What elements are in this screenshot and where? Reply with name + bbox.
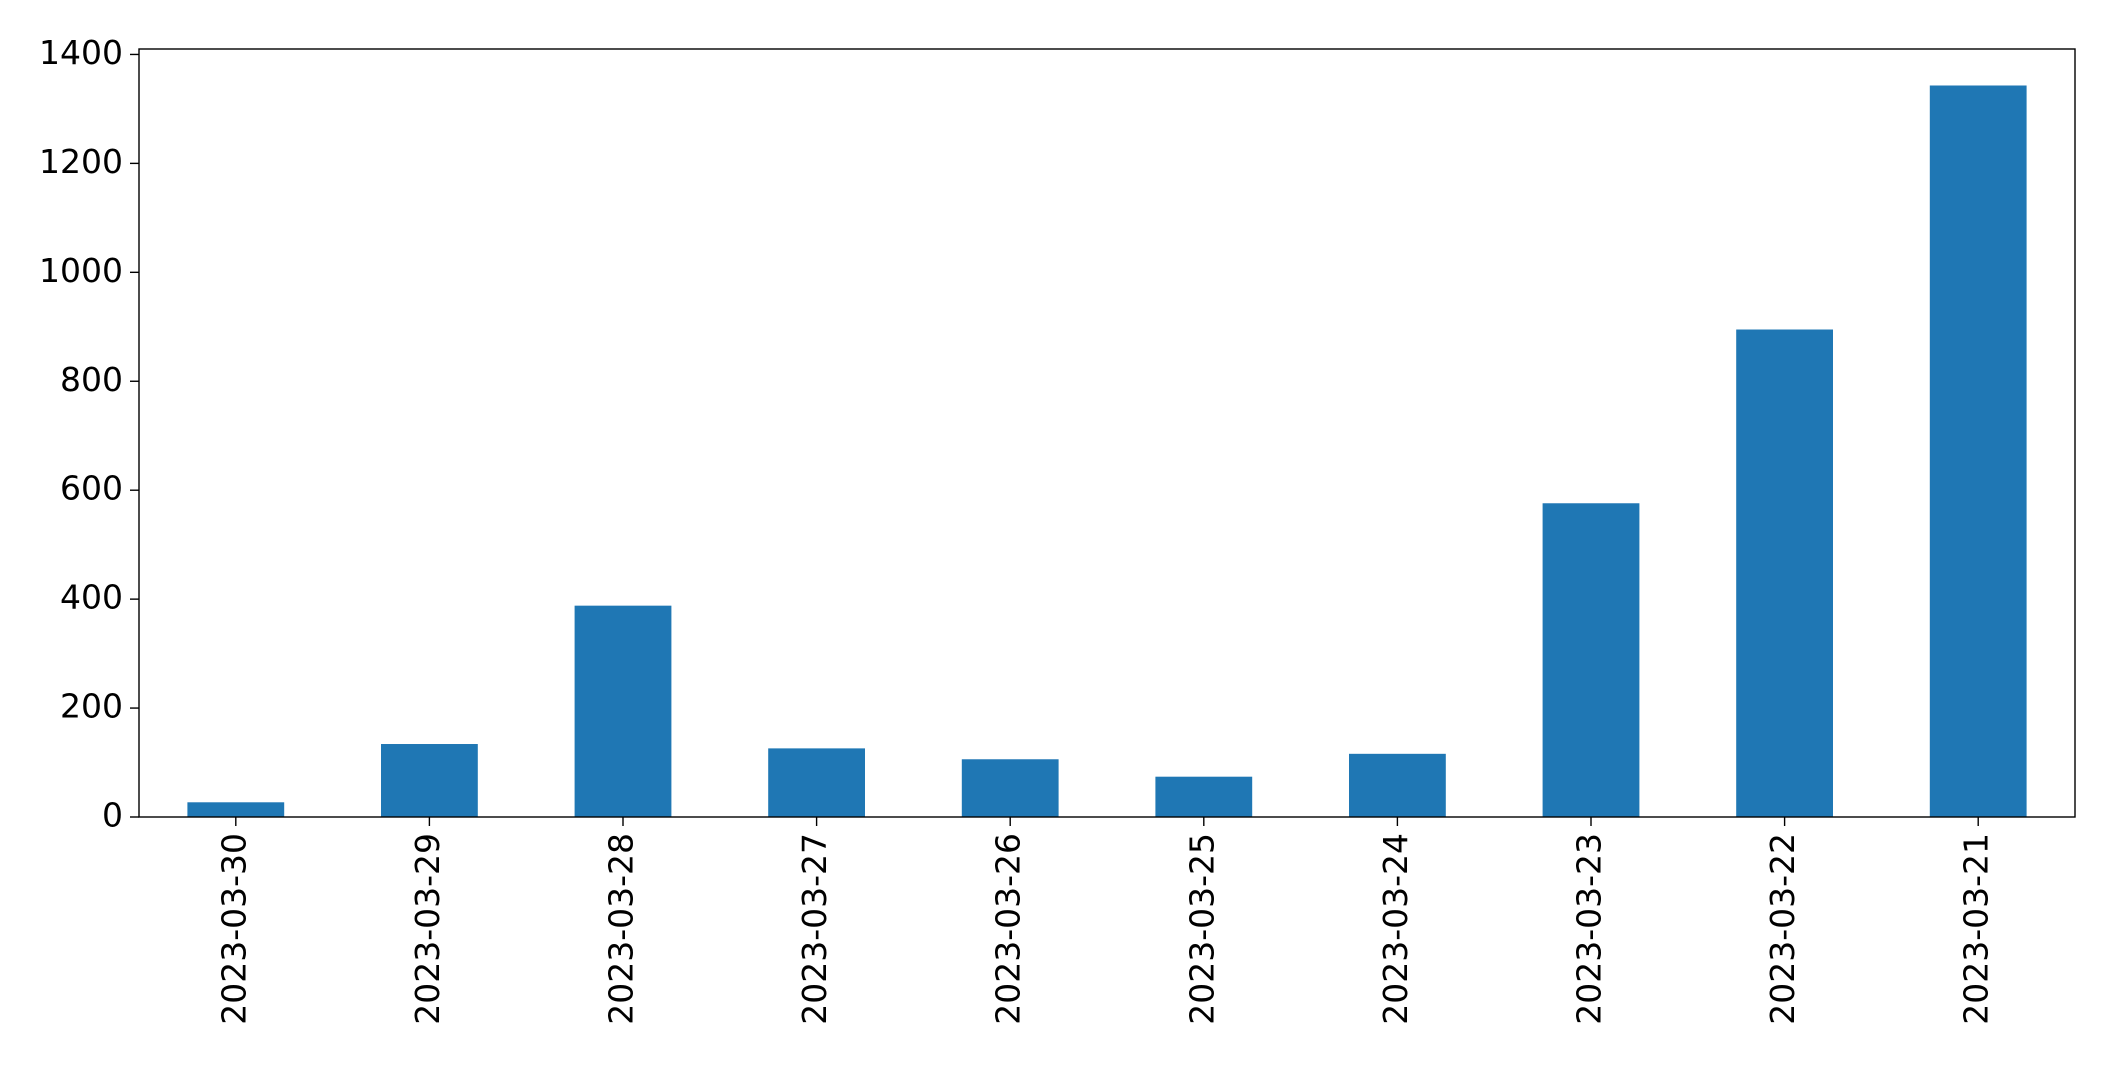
bar (574, 605, 672, 817)
y-tick-label: 1400 (39, 33, 123, 72)
x-tick-label: 2023-03-27 (795, 833, 834, 1025)
bar (1349, 753, 1446, 817)
bar (768, 748, 865, 817)
y-tick-label: 0 (102, 796, 123, 835)
y-tick-label: 200 (60, 687, 123, 726)
bar (187, 802, 285, 817)
x-tick-label: 2023-03-29 (408, 833, 447, 1025)
y-tick-label: 1000 (39, 251, 123, 290)
y-tick-label: 400 (60, 578, 123, 617)
x-tick-label: 2023-03-25 (1182, 833, 1221, 1025)
y-tick-label: 1200 (39, 142, 123, 181)
x-tick-label: 2023-03-21 (1957, 833, 1996, 1025)
bar (961, 759, 1059, 817)
y-tick-label: 600 (60, 469, 123, 508)
bar (381, 744, 478, 817)
x-tick-label: 2023-03-22 (1763, 833, 1802, 1025)
x-tick-label: 2023-03-28 (602, 833, 641, 1025)
x-tick-label: 2023-03-24 (1376, 833, 1415, 1025)
plot-frame (138, 48, 2076, 818)
x-tick-label: 2023-03-26 (989, 833, 1028, 1025)
x-tick-label: 2023-03-30 (214, 833, 253, 1025)
bar (1542, 503, 1640, 817)
y-tick-label: 800 (60, 360, 123, 399)
x-tick-label: 2023-03-23 (1570, 833, 1609, 1025)
bar (1155, 776, 1253, 817)
bar (1736, 329, 1833, 817)
bar (1929, 85, 2027, 818)
